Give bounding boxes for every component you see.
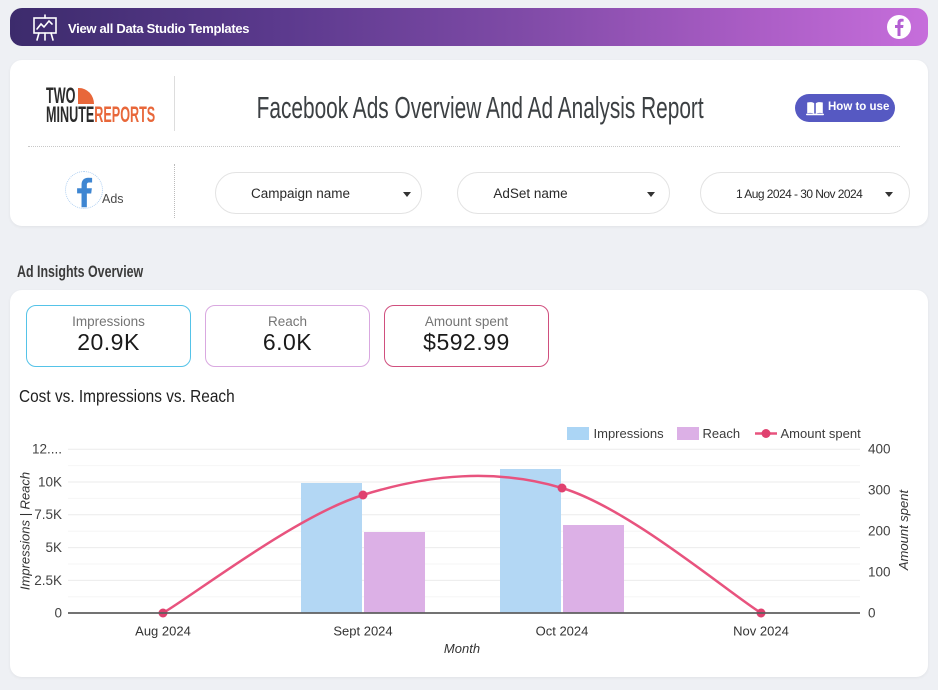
svg-text:12....: 12.... xyxy=(32,442,62,457)
svg-text:Oct 2024: Oct 2024 xyxy=(536,624,589,639)
svg-text:5K: 5K xyxy=(45,540,62,555)
svg-text:Reach: Reach xyxy=(703,426,741,441)
svg-text:300: 300 xyxy=(868,483,891,498)
svg-text:2.5K: 2.5K xyxy=(34,573,62,588)
svg-text:Impressions: Impressions xyxy=(594,426,665,441)
svg-text:Aug 2024: Aug 2024 xyxy=(135,624,191,639)
svg-text:100: 100 xyxy=(868,565,891,580)
svg-text:10K: 10K xyxy=(38,475,62,490)
svg-text:0: 0 xyxy=(54,606,62,621)
svg-text:Month: Month xyxy=(444,641,480,656)
svg-text:Amount spent: Amount spent xyxy=(896,489,911,572)
svg-text:200: 200 xyxy=(868,524,891,539)
svg-text:Sept 2024: Sept 2024 xyxy=(333,624,392,639)
svg-text:400: 400 xyxy=(868,442,891,457)
svg-text:Impressions | Reach: Impressions | Reach xyxy=(18,472,33,590)
svg-text:Nov 2024: Nov 2024 xyxy=(733,624,789,639)
svg-text:Amount spent: Amount spent xyxy=(781,426,862,441)
svg-text:7.5K: 7.5K xyxy=(34,507,62,522)
svg-text:0: 0 xyxy=(868,606,876,621)
